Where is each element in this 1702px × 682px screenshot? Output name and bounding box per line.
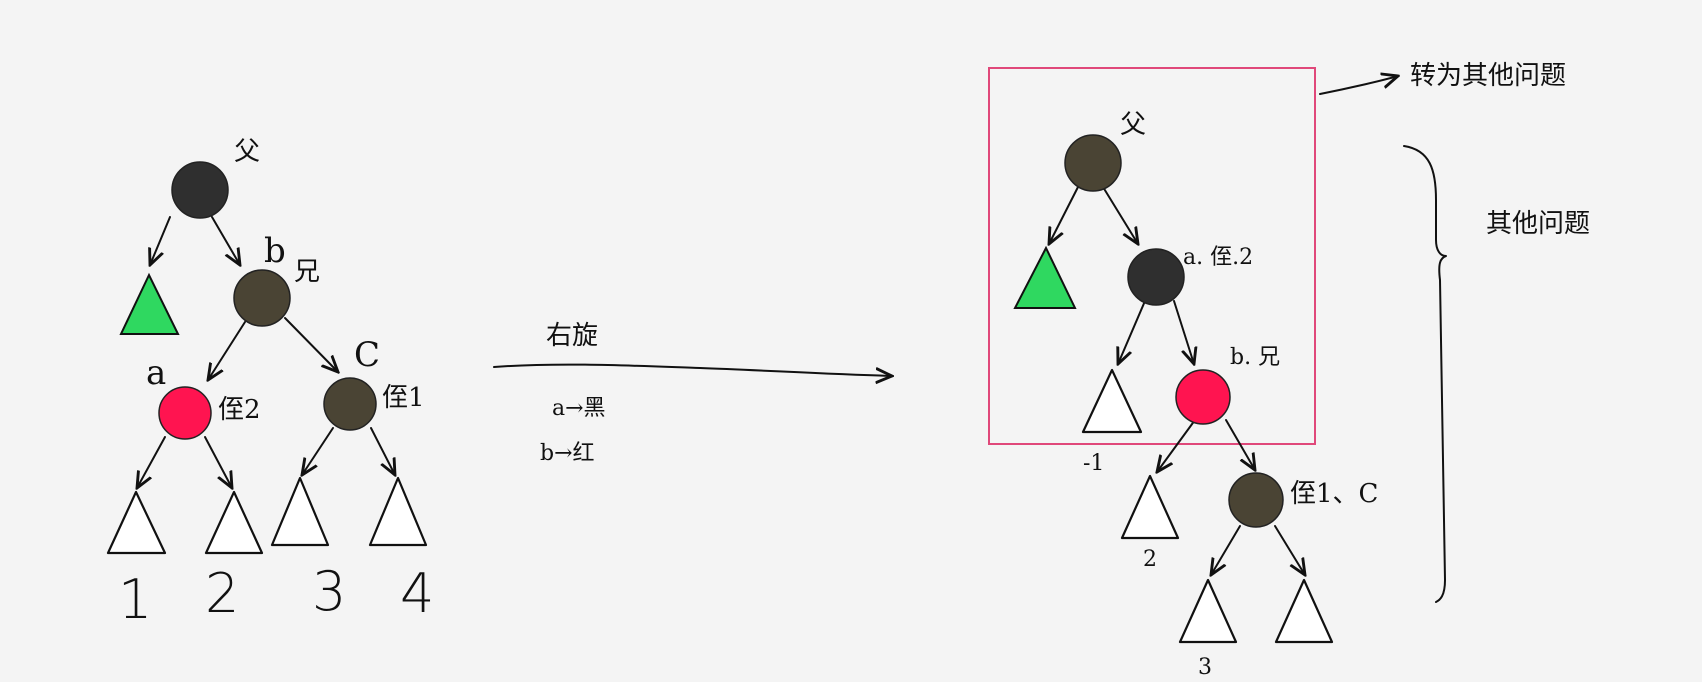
- r-edge-c-leaf3: [1211, 525, 1241, 575]
- label-nephew2: 侄2: [218, 395, 261, 425]
- rotate-arrow: [493, 363, 892, 376]
- edge-brother-c: [284, 317, 338, 372]
- r-node-a-black: [1127, 248, 1185, 306]
- r-leaf-minus1: [1081, 368, 1143, 434]
- subproblem-box: [988, 67, 1316, 445]
- leaf-1: [106, 490, 167, 555]
- r-leaf-2: [1120, 474, 1180, 540]
- r-leaf-label-2: 2: [1143, 547, 1157, 572]
- right-tree: 父 a. 侄.2 b. 兄 侄1、C -1 2 3: [988, 67, 1378, 680]
- r-subtree-green: [1013, 245, 1077, 309]
- r-edge-a-b: [1173, 300, 1194, 364]
- r-label-parent: 父: [1120, 110, 1146, 140]
- leaf-4: [368, 476, 428, 547]
- label-parent: 父: [234, 137, 260, 167]
- r-edge-parent-green: [1049, 186, 1079, 244]
- subtree-green: [119, 272, 180, 335]
- r-node-parent: [1064, 134, 1122, 192]
- r-edge-b-c: [1225, 419, 1255, 470]
- box-note-arrow: [1319, 76, 1398, 95]
- annotations: 转为其他问题 其他问题: [1319, 61, 1590, 603]
- label-brother: 兄: [294, 257, 320, 287]
- node-brother-b: [233, 269, 291, 327]
- leaf-label-4: 4: [400, 562, 434, 625]
- r-edge-b-leaf2: [1157, 419, 1196, 472]
- label-a: a: [146, 353, 166, 393]
- r-leaf-3: [1178, 578, 1238, 644]
- r-leaf-label-3: 3: [1198, 655, 1212, 680]
- edge-parent-brother: [211, 216, 240, 265]
- edge-parent-left: [150, 216, 171, 265]
- r-label-a: a. 侄.2: [1183, 245, 1253, 270]
- label-c: C: [354, 335, 380, 375]
- brace-note: 其他问题: [1486, 209, 1590, 239]
- r-edge-c-leaf4: [1274, 525, 1305, 575]
- node-parent: [171, 161, 229, 219]
- leaf-3: [270, 476, 330, 547]
- r-label-b: b. 兄: [1230, 345, 1280, 370]
- node-c: [323, 377, 377, 431]
- leaf-label-2: 2: [205, 562, 239, 625]
- r-leaf-4: [1274, 578, 1334, 644]
- left-tree: 父 b 兄 a 侄2 C 侄1 1 2 3 4: [106, 137, 434, 631]
- box-note: 转为其他问题: [1410, 61, 1566, 91]
- transform-arrow: 右旋 a→黑 b→红: [493, 321, 892, 466]
- leaf-label-3: 3: [312, 560, 346, 623]
- r-edge-a-leaf: [1118, 300, 1146, 364]
- edge-a-leaf1: [137, 436, 166, 488]
- r-label-c: 侄1、C: [1290, 479, 1378, 509]
- step-2: b→红: [540, 441, 595, 466]
- leaf-2: [204, 490, 264, 555]
- r-leaf-label-minus1: -1: [1083, 451, 1104, 476]
- leaf-label-1: 1: [118, 568, 152, 631]
- edge-c-leaf3: [302, 427, 334, 475]
- edge-a-leaf2: [204, 436, 232, 488]
- edge-c-leaf4: [370, 427, 395, 475]
- transform-label: 右旋: [546, 321, 598, 351]
- r-node-b-red: [1175, 369, 1231, 425]
- step-1: a→黑: [552, 396, 606, 421]
- r-node-c: [1228, 472, 1284, 528]
- brace: [1403, 145, 1447, 603]
- edge-brother-a: [208, 321, 246, 380]
- label-nephew1: 侄1: [382, 383, 425, 413]
- r-edge-parent-a: [1102, 186, 1138, 244]
- label-b: b: [264, 231, 286, 271]
- node-a-red: [158, 386, 212, 440]
